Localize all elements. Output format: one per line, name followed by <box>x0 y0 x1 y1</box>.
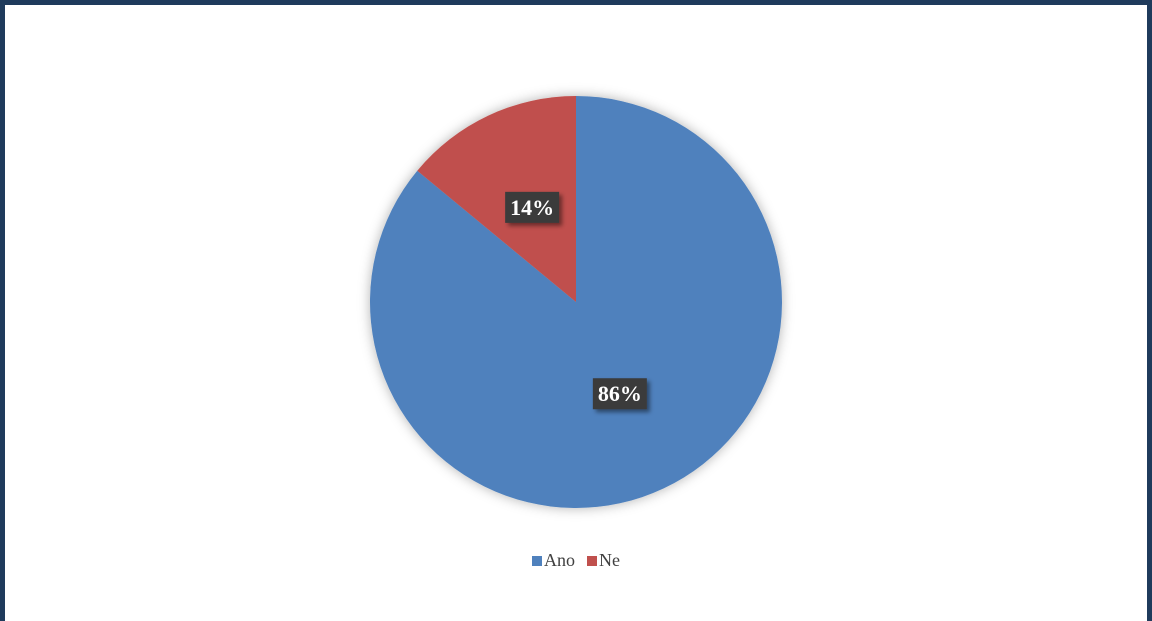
value-label: 14% <box>510 195 554 220</box>
legend-label: Ano <box>544 550 575 570</box>
legend-marker <box>587 556 597 566</box>
value-labels: 86% 14% <box>505 191 647 410</box>
value-label-box <box>505 191 560 223</box>
pie <box>370 96 782 508</box>
legend: Ano Ne <box>532 550 620 570</box>
legend-marker <box>532 556 542 566</box>
pie-slice <box>417 96 576 302</box>
value-label: 86% <box>598 381 642 406</box>
legend-label: Ne <box>599 550 620 570</box>
legend-box <box>526 545 626 577</box>
value-label-box <box>592 378 647 410</box>
